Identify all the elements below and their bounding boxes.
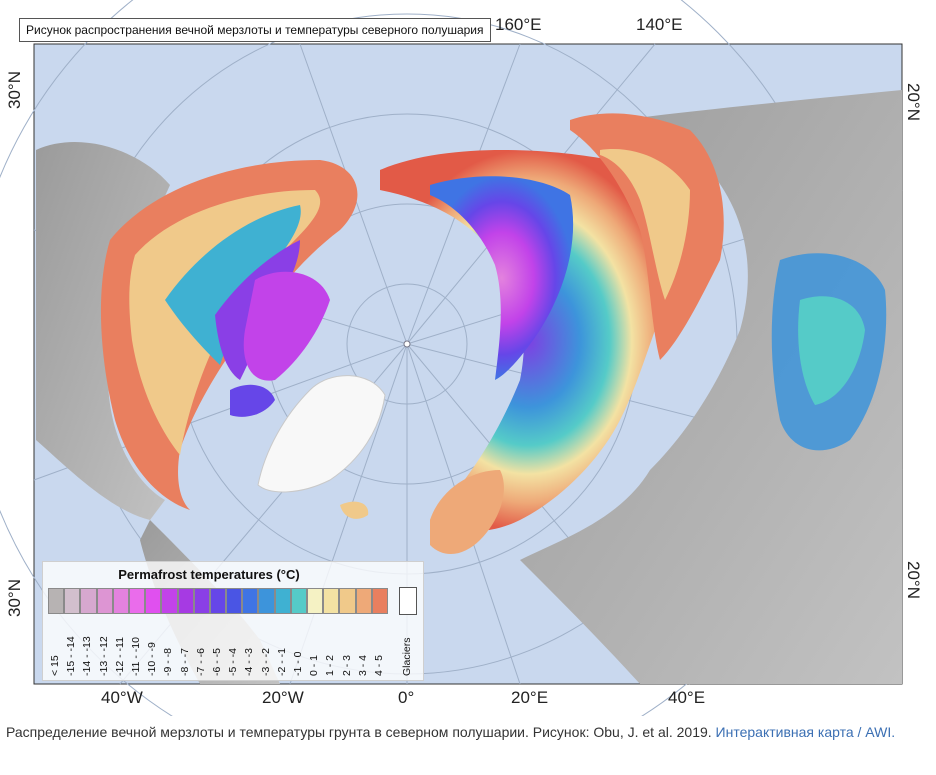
permafrost-baffin <box>230 384 275 417</box>
lon-label-bottom-2: 20°W <box>262 688 304 707</box>
lon-label-top-1: 160°E <box>495 15 542 34</box>
legend-class-label: 4 - 5 <box>372 620 388 676</box>
scandinavia-land <box>430 470 504 555</box>
legend-class-text: -7 - -6 <box>194 647 207 676</box>
legend-swatch <box>274 588 291 614</box>
north-pole-marker <box>403 340 411 348</box>
legend-swatch <box>307 588 324 614</box>
greenland-glaciers <box>257 375 386 493</box>
legend-class-label: -11 - -10 <box>129 620 145 676</box>
legend-class-text: -12 - -11 <box>113 637 126 676</box>
legend-swatch <box>226 588 243 614</box>
legend-swatch <box>258 588 275 614</box>
legend-swatch <box>48 588 65 614</box>
legend-class-label: -4 - -3 <box>242 620 258 676</box>
lon-label-bottom-5: 40°E <box>668 688 706 707</box>
legend-class-label: -3 - -2 <box>259 620 275 676</box>
legend-swatches <box>48 588 388 615</box>
legend-class-text: -2 - -1 <box>275 647 288 676</box>
legend-class-label: -2 - -1 <box>275 620 291 676</box>
figure-caption: Распределение вечной мерзлоты и температ… <box>6 722 932 743</box>
legend-class-label: -1 - 0 <box>291 620 307 676</box>
legend-swatch <box>371 588 388 614</box>
legend-class-text: 0 - 1 <box>308 654 321 676</box>
legend-swatch <box>112 588 129 614</box>
legend-class-text: -5 - -4 <box>227 647 240 676</box>
legend-swatch <box>290 588 307 614</box>
legend-swatch <box>323 588 340 614</box>
permafrost-siberia-core <box>430 176 574 380</box>
legend-glacier-text: Glaciers <box>401 637 413 676</box>
legend-class-text: -6 - -5 <box>211 647 223 676</box>
legend-title: Permafrost temperatures (°C) <box>118 567 300 582</box>
legend-class-label: 2 - 3 <box>340 620 356 676</box>
permafrost-fareast <box>570 113 724 360</box>
permafrost-map: 160°E 140°E 40°W 20°W 0° 20°E 40°E 30°N … <box>0 0 923 716</box>
lon-label-bottom-4: 20°E <box>511 688 549 707</box>
legend-class-label: -13 - -12 <box>97 620 113 676</box>
legend-class-label: 0 - 1 <box>307 620 323 676</box>
interactive-map-link[interactable]: Интерактивная карта / AWI. <box>715 724 896 740</box>
legend-class-label: -7 - -6 <box>194 620 210 676</box>
legend-class-text: 1 - 2 <box>324 654 337 676</box>
legend-class-text: -1 - 0 <box>292 651 304 676</box>
legend-swatch <box>145 588 162 614</box>
legend-class-text: -4 - -3 <box>243 647 256 676</box>
lat-label-right-2: 20°N <box>903 561 923 599</box>
legend-class-text: -8 - -7 <box>178 647 191 676</box>
permafrost-tibet-inner <box>798 296 865 405</box>
legend-class-label: -15 - -14 <box>64 620 80 676</box>
legend-class-label: -12 - -11 <box>113 620 129 676</box>
legend-swatch <box>177 588 194 614</box>
caption-text: Распределение вечной мерзлоты и температ… <box>6 724 712 740</box>
legend-swatch <box>339 588 356 614</box>
legend-class-text: < 15 <box>49 655 61 676</box>
legend-swatch <box>80 588 97 614</box>
legend-class-label: -14 - -13 <box>80 620 96 676</box>
legend-class-label: -8 - -7 <box>178 620 194 676</box>
lon-label-bottom-1: 40°W <box>101 688 143 707</box>
legend-class-text: -10 - -9 <box>146 642 159 676</box>
legend-class-label: 3 - 4 <box>356 620 372 676</box>
legend-class-text: -9 - -8 <box>162 647 175 676</box>
legend-class-label: < 15 <box>48 620 64 676</box>
legend-swatch <box>128 588 146 614</box>
legend-class-text: -13 - -12 <box>97 636 110 676</box>
legend-swatch <box>209 588 227 614</box>
legend-class-text: -15 - -14 <box>65 636 78 676</box>
legend-class-label: -6 - -5 <box>210 620 226 676</box>
lon-label-top-2: 140°E <box>636 15 683 34</box>
legend-class-text: -11 - -10 <box>130 637 142 676</box>
legend-class-label: -5 - -4 <box>226 620 242 676</box>
lon-label-bottom-3: 0° <box>398 688 415 707</box>
legend-class-label: -9 - -8 <box>161 620 177 676</box>
legend-swatch <box>161 588 178 614</box>
legend-swatch <box>193 588 210 614</box>
iceland-land <box>340 501 369 519</box>
map-title-tooltip: Рисунок распространения вечной мерзлоты … <box>19 18 491 42</box>
lat-label-left-1: 30°N <box>4 71 24 109</box>
legend-class-text: 3 - 4 <box>356 654 369 676</box>
permafrost-na-cold <box>165 205 301 365</box>
legend-glacier-label: Glaciers <box>399 620 417 676</box>
legend: Permafrost temperatures (°C) < 15 -15 - -… <box>42 561 424 681</box>
legend-swatch <box>96 588 113 614</box>
legend-class-text: -3 - -2 <box>259 647 272 676</box>
lat-label-left-2: 30°N <box>4 579 24 617</box>
legend-class-text: 2 - 3 <box>340 654 353 676</box>
permafrost-fareast-warm <box>600 149 690 300</box>
legend-class-label: -10 - -9 <box>145 620 161 676</box>
permafrost-arctic-archipelago <box>243 271 330 381</box>
legend-glacier-swatch <box>399 587 417 615</box>
legend-class-text: 4 - 5 <box>373 654 385 676</box>
lat-label-right-1: 20°N <box>903 83 923 121</box>
legend-class-label: 1 - 2 <box>323 620 339 676</box>
legend-class-text: -14 - -13 <box>81 636 94 676</box>
legend-swatch <box>64 588 81 614</box>
legend-swatch <box>355 588 372 614</box>
legend-swatch <box>242 588 259 614</box>
